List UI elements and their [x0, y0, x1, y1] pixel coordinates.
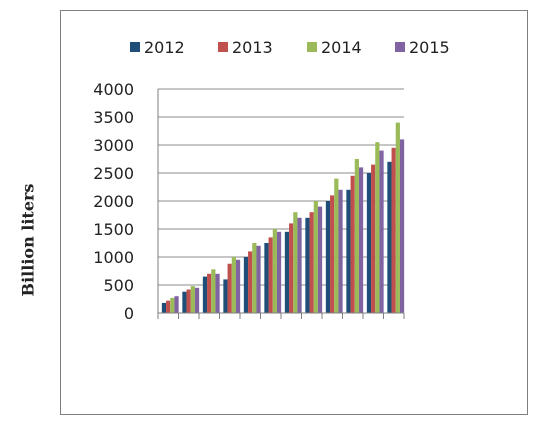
bar-2015 [399, 139, 405, 313]
legend-label-2014: 2014 [321, 38, 362, 57]
bar-2015 [256, 245, 261, 313]
bar-2015 [174, 296, 179, 313]
bars [161, 122, 405, 313]
y-tick-label: 2000 [93, 192, 134, 211]
bar-2012 [387, 161, 392, 313]
legend-swatch-2013 [218, 42, 228, 52]
bar-2015 [379, 150, 384, 313]
bar-2013 [330, 195, 335, 313]
bar-2012 [264, 243, 269, 313]
bar-2015 [194, 287, 200, 313]
bar-2012 [325, 201, 331, 313]
bar-2012 [366, 173, 372, 313]
bar-2012 [202, 276, 208, 313]
bar-2013 [207, 273, 212, 313]
bar-2013 [186, 289, 191, 313]
y-tick-label: 500 [103, 276, 134, 295]
bar-2014 [375, 142, 380, 313]
legend-label-2015: 2015 [409, 38, 450, 57]
bar-2014 [211, 269, 216, 313]
bar-2013 [391, 147, 396, 313]
bar-2013 [350, 175, 355, 313]
legend-swatch-2014 [307, 42, 317, 52]
bar-2015 [358, 167, 364, 313]
legend-swatch-2015 [395, 42, 405, 52]
bar-2014 [190, 286, 195, 313]
bar-2014 [334, 178, 339, 313]
bar-2014 [293, 212, 298, 313]
y-axis-ticks: 0 500 1000 1500 2000 2500 3000 3500 4000 [93, 80, 134, 323]
legend: 2012 2013 2014 2015 [130, 38, 450, 57]
bar-2012 [305, 217, 310, 313]
y-tick-label: 1000 [93, 248, 134, 267]
bar-2014 [313, 201, 318, 313]
bar-2015 [338, 189, 343, 313]
legend-label-2013: 2013 [232, 38, 273, 57]
y-tick-label: 0 [124, 304, 134, 323]
bar-2013 [268, 237, 273, 313]
bar-2012 [284, 231, 290, 313]
bar-2012 [223, 279, 228, 313]
bar-2015 [235, 259, 241, 313]
y-tick-label: 3500 [93, 108, 134, 127]
bar-2013 [227, 263, 232, 313]
bar-2013 [166, 300, 171, 313]
bar-2014 [231, 257, 236, 313]
bar-2013 [289, 223, 294, 313]
y-tick-label: 3000 [93, 136, 134, 155]
y-tick-label: 1500 [93, 220, 134, 239]
bar-2013 [248, 251, 253, 313]
bar-2012 [243, 257, 249, 313]
bar-2012 [182, 291, 187, 313]
bar-2015 [317, 206, 323, 313]
bar-2014 [395, 122, 400, 313]
bar-2012 [346, 189, 351, 313]
bar-2013 [371, 164, 376, 313]
x-axis [157, 312, 405, 319]
bar-2012 [161, 302, 167, 313]
bar-2014 [272, 229, 277, 313]
bar-2014 [170, 297, 175, 313]
bar-2015 [297, 217, 302, 313]
bar-2013 [309, 212, 314, 313]
bar-2014 [252, 243, 257, 313]
legend-swatch-2012 [130, 42, 140, 52]
bar-2015 [276, 231, 282, 313]
legend-label-2012: 2012 [144, 38, 185, 57]
bar-2015 [215, 273, 220, 313]
y-tick-label: 4000 [93, 80, 134, 99]
y-tick-label: 2500 [93, 164, 134, 183]
bar-2014 [354, 159, 359, 313]
